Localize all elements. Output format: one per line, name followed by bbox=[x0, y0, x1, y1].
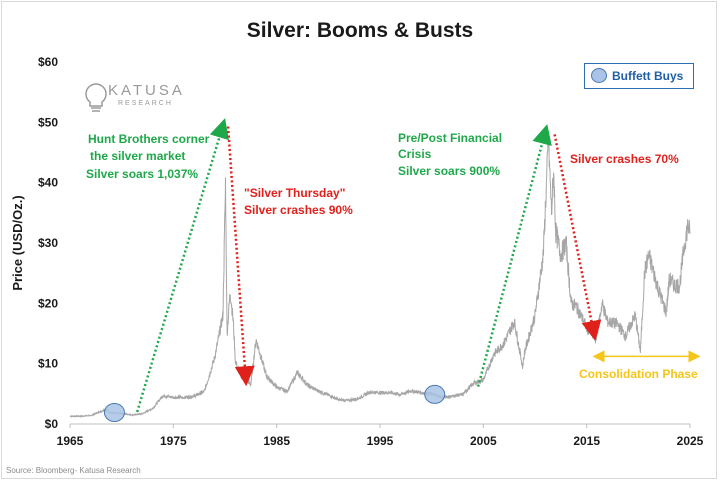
x-tick-label: 1975 bbox=[160, 434, 187, 448]
hunt-annotation-line3: Silver soars 1,037% bbox=[86, 167, 198, 181]
red-trend-arrow bbox=[226, 126, 255, 387]
x-tick-label: 1985 bbox=[263, 434, 290, 448]
trend-arrows bbox=[135, 118, 701, 413]
y-tick-label: $50 bbox=[38, 115, 58, 129]
x-axis: 1965 1975 1985 1995 2005 2015 2025 bbox=[57, 424, 704, 448]
y-axis-label: Price (USD/Oz.) bbox=[10, 195, 25, 290]
legend-label: Buffett Buys bbox=[612, 69, 684, 83]
legend: Buffett Buys bbox=[584, 63, 694, 89]
katusa-logo: KATUSA RESEARCH bbox=[85, 82, 185, 112]
x-tick-label: 1995 bbox=[367, 434, 394, 448]
green-trend-arrow bbox=[476, 124, 552, 387]
x-tick-label: 2005 bbox=[470, 434, 497, 448]
green-trend-arrow bbox=[135, 118, 229, 413]
x-tick-label: 2025 bbox=[677, 434, 704, 448]
thursday-annotation-line1: "Silver Thursday" bbox=[244, 186, 345, 200]
gfc-annotation-line3: Silver soars 900% bbox=[398, 164, 500, 178]
chart-title: Silver: Booms & Busts bbox=[246, 19, 474, 42]
legend-marker bbox=[591, 68, 607, 83]
logo-name: KATUSA bbox=[108, 82, 185, 99]
crash70-annotation: Silver crashes 70% bbox=[570, 152, 679, 166]
y-axis: $0 $10 $20 $30 $40 $50 $60 bbox=[38, 55, 58, 431]
y-tick-label: $40 bbox=[38, 176, 58, 190]
consolidation-annotation: Consolidation Phase bbox=[579, 367, 698, 381]
thursday-annotation-line2: Silver crashes 90% bbox=[244, 203, 353, 217]
y-tick-label: $30 bbox=[38, 236, 58, 250]
x-tick-label: 1965 bbox=[57, 434, 84, 448]
lightbulb-icon bbox=[85, 83, 107, 107]
gfc-annotation-line1: Pre/Post Financial bbox=[398, 131, 502, 145]
buffett-buy-marker bbox=[103, 403, 125, 423]
buffett-buy-markers bbox=[103, 384, 446, 423]
y-tick-label: $20 bbox=[38, 296, 58, 310]
logo-subtitle: RESEARCH bbox=[118, 100, 173, 107]
y-tick-label: $60 bbox=[38, 55, 58, 69]
gfc-annotation-line2: Crisis bbox=[398, 147, 432, 161]
hunt-annotation-line1: Hunt Brothers corner bbox=[88, 132, 210, 146]
source-note: Source: Bloomberg- Katusa Research bbox=[6, 466, 141, 475]
buffett-buy-marker bbox=[424, 384, 446, 404]
hunt-annotation-line2: the silver market bbox=[90, 149, 185, 163]
y-tick-label: $10 bbox=[38, 357, 58, 371]
x-tick-label: 2015 bbox=[573, 434, 600, 448]
y-tick-label: $0 bbox=[45, 417, 59, 431]
